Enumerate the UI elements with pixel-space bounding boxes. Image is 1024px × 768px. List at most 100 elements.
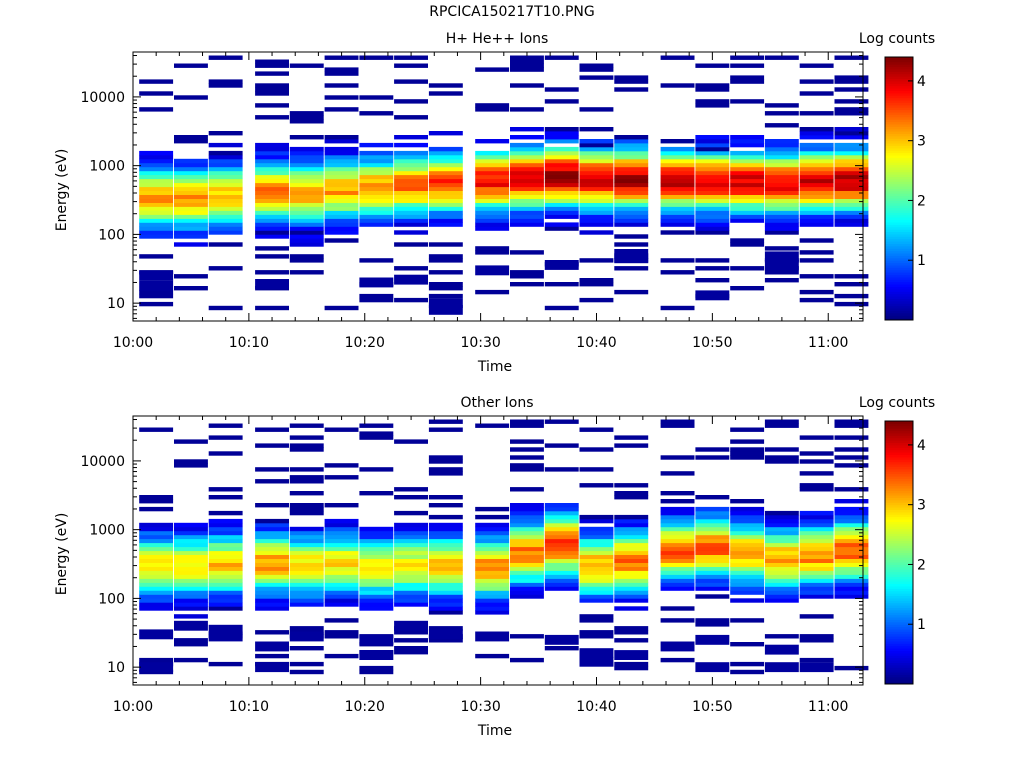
heatmap-cell xyxy=(208,194,243,199)
heatmap-cell xyxy=(834,127,869,132)
heatmap-cell xyxy=(208,435,243,440)
heatmap-cell xyxy=(394,650,428,655)
heatmap-cell xyxy=(695,455,730,460)
heatmap-cell xyxy=(799,562,834,567)
heatmap-cell xyxy=(579,75,614,80)
heatmap-cell xyxy=(289,546,324,552)
heatmap-cell xyxy=(544,634,579,645)
heatmap-cell xyxy=(428,150,463,156)
heatmap-cell xyxy=(174,642,208,647)
heatmap-cell xyxy=(544,562,579,567)
colorbar-swatch xyxy=(885,109,913,113)
heatmap-cell xyxy=(695,194,730,199)
colorbar-swatch xyxy=(885,514,913,518)
heatmap-cell xyxy=(695,566,730,571)
heatmap-cell xyxy=(475,202,510,207)
colorbar-swatch xyxy=(885,569,913,573)
colorbar-swatch xyxy=(885,497,913,501)
heatmap-cell xyxy=(510,634,544,639)
heatmap-cell xyxy=(579,166,614,172)
heatmap-cell xyxy=(428,606,463,611)
heatmap-cell xyxy=(695,258,730,263)
heatmap-cell xyxy=(614,534,649,540)
heatmap-cell xyxy=(544,131,579,136)
heatmap-cell xyxy=(579,562,614,567)
heatmap-cell xyxy=(289,554,324,559)
heatmap-cell xyxy=(614,158,649,164)
heatmap-cell xyxy=(359,190,394,195)
heatmap-cell xyxy=(359,154,394,160)
heatmap-cell xyxy=(510,174,544,180)
heatmap-cell xyxy=(255,534,289,540)
heatmap-cell xyxy=(730,214,765,219)
heatmap-cell xyxy=(764,222,799,227)
heatmap-cell xyxy=(614,190,649,195)
page-title: RPCICA150217T10.PNG xyxy=(429,4,595,20)
heatmap-cell xyxy=(359,467,394,472)
heatmap-cell xyxy=(660,166,695,172)
heatmap-cell xyxy=(208,451,243,456)
heatmap-cell xyxy=(174,439,208,444)
heatmap-cell xyxy=(394,222,428,227)
heatmap-cell xyxy=(544,166,579,172)
colorbar-swatch xyxy=(885,640,913,644)
heatmap-cell xyxy=(579,538,614,544)
colorbar-swatch xyxy=(885,276,913,280)
y-tick-label: 10000 xyxy=(80,454,125,470)
colorbar-swatch xyxy=(885,504,913,508)
colorbar-swatch xyxy=(885,315,913,319)
heatmap-cells xyxy=(139,419,869,675)
heatmap-cell xyxy=(510,166,544,172)
heatmap-cell xyxy=(510,63,544,68)
heatmap-cell xyxy=(834,282,869,287)
heatmap-cell xyxy=(764,538,799,544)
colorbar-swatch xyxy=(885,312,913,316)
heatmap-cell xyxy=(428,578,463,583)
heatmap-cell xyxy=(544,538,579,544)
heatmap-cell xyxy=(695,190,730,195)
heatmap-cell xyxy=(208,542,243,548)
heatmap-cell xyxy=(614,289,649,295)
colorbar-swatch xyxy=(885,181,913,185)
heatmap-cell xyxy=(510,510,544,516)
heatmap-cell xyxy=(475,226,510,231)
heatmap-cell xyxy=(695,162,730,168)
heatmap-cell xyxy=(799,250,834,255)
colorbar-swatch xyxy=(885,274,913,278)
heatmap-cell xyxy=(475,606,510,611)
heatmap-cell xyxy=(614,570,649,575)
heatmap-cell xyxy=(730,266,765,271)
heatmap-cell xyxy=(834,87,869,92)
heatmap-cell xyxy=(799,178,834,184)
heatmap-cell xyxy=(324,578,359,583)
heatmap-cell xyxy=(544,526,579,532)
heatmap-cell xyxy=(730,135,765,140)
heatmap-cell xyxy=(394,646,428,651)
colorbar-swatch xyxy=(885,250,913,254)
heatmap-cell xyxy=(660,55,695,60)
heatmap-cell xyxy=(324,427,359,432)
heatmap-cell xyxy=(208,558,243,563)
heatmap-cell xyxy=(660,210,695,215)
colorbar-swatch xyxy=(885,614,913,618)
heatmap-cell xyxy=(660,542,695,548)
colorbar-swatch xyxy=(885,456,913,460)
heatmap-cell xyxy=(139,582,174,587)
heatmap-cell xyxy=(660,514,695,520)
heatmap-cell xyxy=(394,170,428,176)
heatmap-cell xyxy=(475,139,510,144)
heatmap-cell xyxy=(579,107,614,112)
x-tick-label: 10:30 xyxy=(460,699,500,715)
heatmap-cell xyxy=(359,534,394,540)
heatmap-cell xyxy=(475,610,510,615)
colorbar-swatch xyxy=(885,126,913,130)
colorbar-swatch xyxy=(885,308,913,311)
heatmap-cell xyxy=(764,578,799,583)
y-tick-label: 10 xyxy=(107,660,125,676)
heatmap-cell xyxy=(544,570,579,575)
heatmap-cell xyxy=(544,154,579,160)
heatmap-cell xyxy=(289,550,324,555)
heatmap-cell xyxy=(289,646,324,651)
colorbar-swatch xyxy=(885,535,913,539)
heatmap-cell xyxy=(255,230,289,235)
